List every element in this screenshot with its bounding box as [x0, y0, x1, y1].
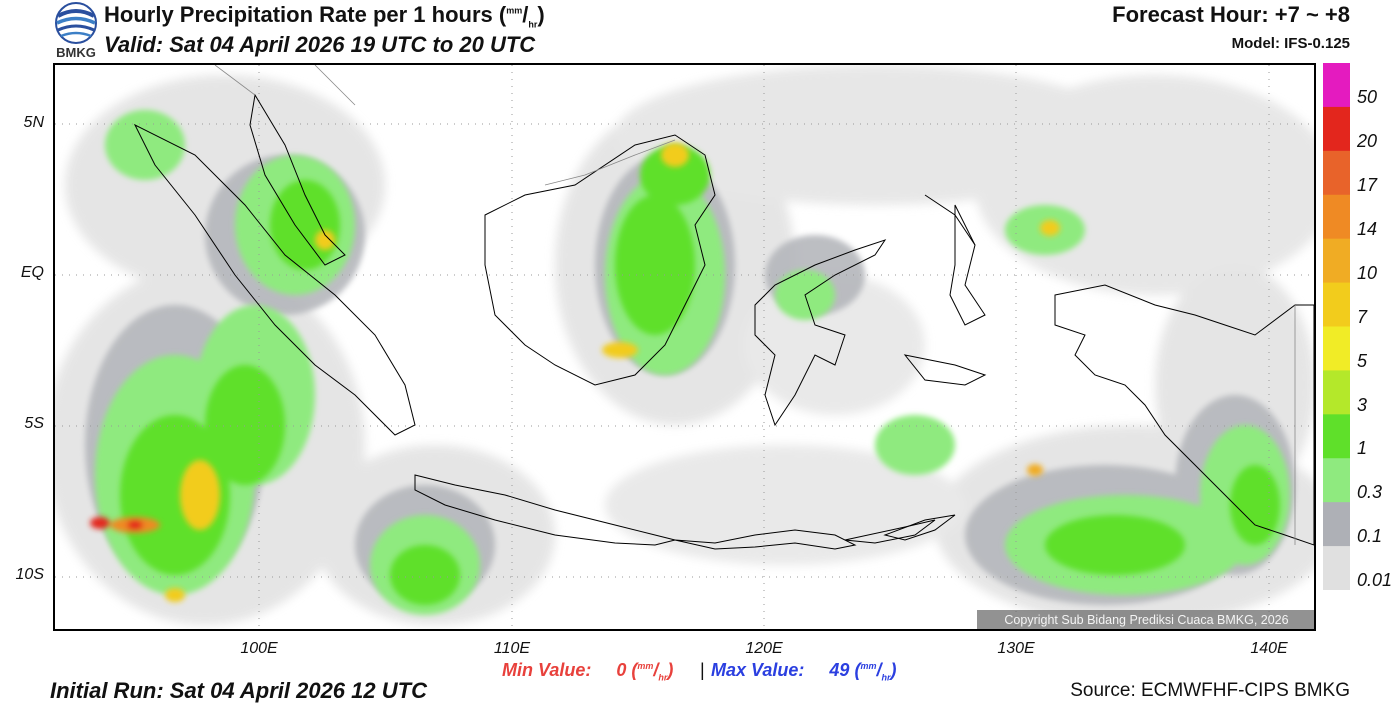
lat-label-10s: 10S [15, 566, 44, 583]
max-number: 49 [829, 660, 850, 680]
legend-label: 10 [1357, 262, 1378, 283]
unit-numerator: mm [506, 5, 523, 16]
legend-swatch [1323, 546, 1350, 591]
legend-swatch [1323, 150, 1350, 196]
model-name: Model: IFS-0.125 [1231, 35, 1350, 52]
legend-label: 20 [1357, 131, 1378, 152]
value-separator: | [700, 660, 705, 680]
lat-label-eq: EQ [20, 264, 44, 281]
min-value: Min Value: 0 (mm/hr) [502, 660, 673, 683]
max-value: Max Value: 49 (mm/hr) [711, 660, 896, 683]
min-unit: (mm/hr) [631, 660, 674, 683]
legend-swatch [1323, 282, 1350, 327]
legend-label: 0.1 [1357, 526, 1383, 547]
legend-label: 0.3 [1357, 482, 1383, 503]
min-label: Min Value: [502, 660, 592, 680]
bmkg-logo [52, 2, 100, 60]
precip-intense-layer [90, 143, 1060, 602]
legend-label: 1 [1357, 438, 1368, 459]
data-source: Source: ECMWFHF-CIPS BMKG [1070, 680, 1350, 701]
legend-label: 50 [1357, 87, 1378, 108]
legend-swatch [1323, 414, 1350, 459]
precip-green-layer [120, 145, 1280, 605]
legend-swatch [1323, 194, 1350, 240]
min-unit-den: hr [658, 672, 668, 683]
unit-denominator: hr [528, 19, 538, 30]
legend-swatch [1323, 238, 1350, 284]
legend-swatch [1323, 326, 1350, 371]
legend-label: 17 [1357, 174, 1378, 195]
max-unit: (mm/hr) [854, 660, 897, 683]
borders [214, 65, 1296, 545]
initial-run: Initial Run: Sat 04 April 2026 12 UTC [50, 678, 427, 703]
lat-label-5s: 5S [24, 415, 44, 432]
legend-swatches [1323, 63, 1350, 591]
legend-swatch [1323, 63, 1350, 108]
lat-label-5n: 5N [23, 114, 44, 131]
map-canvas [55, 65, 1314, 629]
lon-label-130e: 130E [997, 640, 1035, 657]
legend-swatch [1323, 458, 1350, 503]
lon-label-100e: 100E [240, 640, 278, 657]
max-unit-num: mm [860, 661, 877, 671]
valid-time: Valid: Sat 04 April 2026 19 UTC to 20 UT… [104, 32, 536, 57]
legend-label: 3 [1357, 394, 1368, 415]
min-number: 0 [616, 660, 627, 680]
copyright-note: Copyright Sub Bidang Prediksi Cuaca BMKG… [977, 610, 1314, 629]
lon-label-110e: 110E [493, 640, 531, 657]
max-unit-den: hr [881, 672, 891, 683]
legend-label: 5 [1357, 350, 1368, 371]
forecast-hour: Forecast Hour: +7 ~ +8 [1112, 2, 1350, 27]
min-unit-num: mm [637, 661, 654, 671]
lon-label-140e: 140E [1250, 640, 1288, 657]
legend-label: 0.01 [1357, 570, 1393, 591]
legend-colorbar [1323, 63, 1350, 591]
chart-title: Hourly Precipitation Rate per 1 hours (m… [104, 2, 545, 30]
legend-swatch [1323, 370, 1350, 415]
legend-swatch [1323, 502, 1350, 547]
legend-label: 14 [1357, 218, 1378, 239]
logo-text: BMKG [56, 45, 96, 60]
title-text: Hourly Precipitation Rate per 1 hours [104, 2, 493, 27]
precipitation-map: Copyright Sub Bidang Prediksi Cuaca BMKG… [53, 63, 1316, 631]
lon-label-120e: 120E [745, 640, 783, 657]
legend-swatch [1323, 106, 1350, 152]
legend-label: 7 [1357, 306, 1368, 327]
max-label: Max Value: [711, 660, 805, 680]
coastlines [133, 93, 1314, 550]
